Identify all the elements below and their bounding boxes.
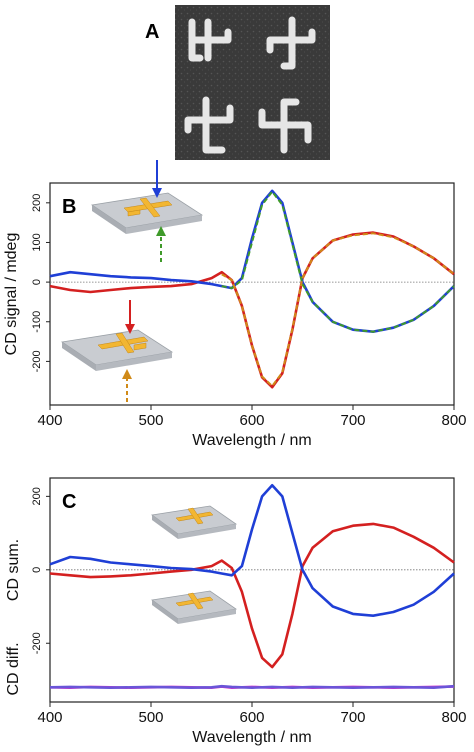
panel-b-series-orange [221,232,455,387]
panel-b-y-ticks: 200 100 0 -100 -200 [31,194,50,372]
panel-c-x-tick-label: 700 [340,709,365,726]
red-arrow-head [125,324,135,334]
panel-c-y-axis-title-diff: CD diff. [5,642,22,695]
panel-c-label: C [62,491,76,513]
panel-c: 200 0 -200 400 500 600 700 800 C Wavelength / … [5,477,467,746]
panel-c-y-ticks: 200 0 -200 [31,487,50,654]
panel-b-x-tick-label: 800 [441,412,466,429]
sem-nanostructures [184,16,316,154]
orange-arrow-head [122,369,132,379]
panel-c-series [49,484,455,689]
panel-c-x-ticks: 400 500 600 700 800 [37,702,467,726]
panel-b-x-axis-title: Wavelength / nm [192,432,311,449]
sem-image [175,5,330,160]
panel-c-x-axis-title: Wavelength / nm [192,729,311,746]
panel-b-series-green [221,190,455,333]
panel-c-x-tick-label: 500 [138,709,163,726]
panel-b-y-tick-label: 0 [31,279,43,285]
panel-c-inset-upper-structure [150,505,238,539]
panel-b-y-axis-title: CD signal / mdeg [3,233,20,356]
panel-b-series [49,189,455,389]
panel-c-frame [49,477,455,703]
panel-c-x-tick-label: 400 [37,709,62,726]
panel-c-y-tick-label: 0 [31,567,43,573]
panel-b-x-tick-label: 600 [239,412,264,429]
panel-b-y-tick-label: -100 [31,311,43,333]
panel-c-y-axis-title-sum: CD sum. [5,539,22,601]
panel-a: A [145,5,330,160]
panel-c-y-tick-label: 200 [31,487,43,505]
panel-c-x-tick-label: 800 [441,709,466,726]
panel-b-arrows [122,160,166,402]
panel-b-label: B [62,196,76,218]
panel-b-y-tick-label: 200 [31,194,43,212]
panel-c-series-red [49,522,455,669]
panel-b-inset-lower-structure [60,329,174,371]
panel-b-x-tick-label: 700 [340,412,365,429]
panel-b-x-tick-label: 400 [37,412,62,429]
panel-a-label: A [145,21,159,43]
panel-b-x-tick-label: 500 [138,412,163,429]
panel-c-series-purple [49,684,455,689]
panel-b: 200 100 0 -100 -200 400 500 600 700 800 B Wavele… [3,160,467,449]
panel-c-x-tick-label: 600 [239,709,264,726]
panel-c-y-tick-label: -200 [31,632,43,654]
panel-b-y-tick-label: 100 [31,233,43,251]
panel-c-inset-lower-structure [150,590,238,624]
blue-arrow-head [152,188,162,198]
panel-b-inset-upper-structure [90,192,204,234]
panel-b-y-tick-label: -200 [31,350,43,372]
green-arrow-head [156,226,166,236]
panel-b-x-ticks: 400 500 600 700 800 [37,405,467,429]
panel-c-series-blue [49,484,455,617]
